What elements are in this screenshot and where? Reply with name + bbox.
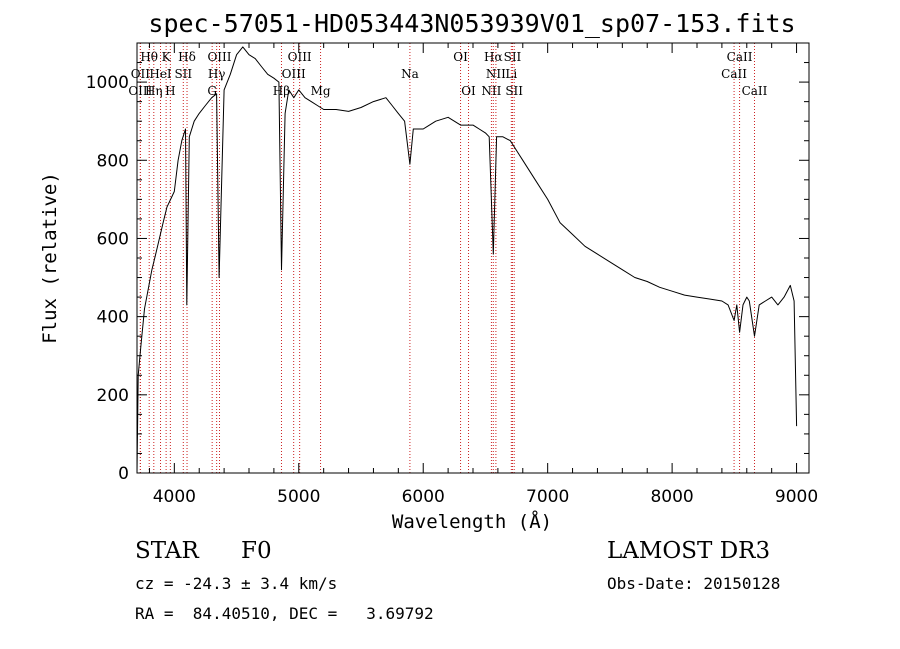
marker-label-8: CaII <box>727 50 753 64</box>
y-tick-label-0: 0 <box>118 464 129 484</box>
plot-frame <box>136 42 810 474</box>
y-tick-label-1000: 1000 <box>86 73 129 93</box>
marker-label-12: Hγ <box>208 67 226 81</box>
marker-label-19: Hη <box>145 84 163 98</box>
y-tick-label-600: 600 <box>97 229 129 249</box>
x-tick-label-6000: 6000 <box>402 487 445 507</box>
survey-name: LAMOST DR3 <box>607 538 771 564</box>
marker-label-7: SII <box>504 50 522 64</box>
marker-label-14: Na <box>401 67 419 81</box>
marker-label-5: OI <box>453 50 468 64</box>
marker-label-4: OIII <box>288 50 312 64</box>
marker-label-16: Li <box>505 67 517 81</box>
spectral-line-markers <box>139 43 755 473</box>
x-axis-label: Wavelength (Å) <box>392 510 552 533</box>
object-subclass: F0 <box>241 538 272 564</box>
marker-label-18: OIII <box>128 84 152 98</box>
y-tick-label-800: 800 <box>97 151 129 171</box>
marker-label-15: NII <box>486 67 506 81</box>
marker-label-3: OIII <box>207 50 231 64</box>
marker-label-2: Hδ <box>178 50 196 64</box>
y-axis-ticks: 0 200 400 600 800 1000 <box>86 42 809 484</box>
x-tick-label-9000: 9000 <box>775 487 818 507</box>
y-axis-label: Flux (relative) <box>39 172 61 344</box>
marker-label-11: SII <box>174 67 192 81</box>
marker-label-27: CaII <box>742 84 768 98</box>
marker-label-17: CaII <box>721 67 747 81</box>
obs-date: Obs-Date: 20150128 <box>607 574 781 593</box>
marker-label-9: OII <box>131 67 151 81</box>
marker-label-25: NII <box>481 84 501 98</box>
marker-label-6: Hα <box>484 50 503 64</box>
x-tick-label-4000: 4000 <box>153 487 196 507</box>
marker-label-1: K <box>162 50 172 64</box>
marker-label-13: OIII <box>282 67 306 81</box>
x-tick-label-8000: 8000 <box>650 487 693 507</box>
marker-label-10: HeI <box>149 67 172 81</box>
object-class: STAR <box>135 538 199 564</box>
chart-title: spec-57051-HD053443N053939V01_sp07-153.f… <box>148 9 795 38</box>
marker-label-20: H <box>165 84 175 98</box>
redshift-text: cz = -24.3 ± 3.4 km/s <box>135 574 338 593</box>
x-tick-label-7000: 7000 <box>526 487 569 507</box>
y-tick-label-400: 400 <box>97 308 129 328</box>
marker-label-26: SII <box>505 84 523 98</box>
coordinates-text: RA = 84.40510, DEC = 3.69792 <box>135 604 434 623</box>
series-line-flux <box>136 46 798 474</box>
marker-label-23: Mg <box>311 84 331 98</box>
marker-label-24: OI <box>461 84 476 98</box>
x-tick-label-5000: 5000 <box>277 487 320 507</box>
marker-label-0: Hθ <box>140 50 158 64</box>
marker-label-22: Hβ <box>273 84 290 98</box>
x-axis-ticks: 4000 5000 6000 7000 8000 9000 <box>148 43 818 507</box>
y-tick-label-200: 200 <box>97 386 129 406</box>
marker-label-21: G <box>207 84 217 98</box>
series-layer <box>136 46 798 474</box>
